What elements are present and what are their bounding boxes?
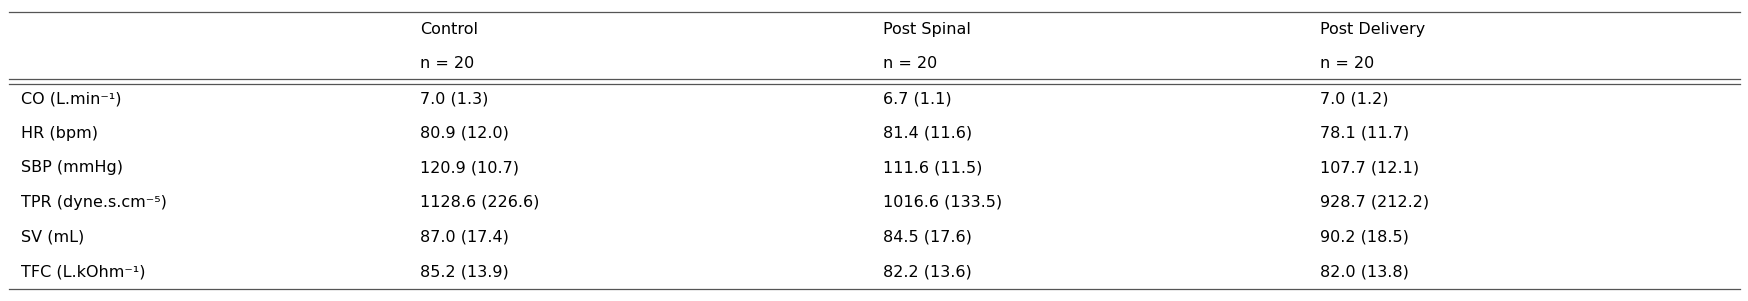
Text: TPR (dyne.s.cm⁻⁵): TPR (dyne.s.cm⁻⁵) bbox=[21, 195, 166, 210]
Text: CO (L.min⁻¹): CO (L.min⁻¹) bbox=[21, 91, 121, 106]
Text: 80.9 (12.0): 80.9 (12.0) bbox=[420, 126, 509, 141]
Text: SBP (mmHg): SBP (mmHg) bbox=[21, 160, 122, 175]
Text: 111.6 (11.5): 111.6 (11.5) bbox=[883, 160, 982, 175]
Text: SV (mL): SV (mL) bbox=[21, 230, 84, 244]
Text: 7.0 (1.3): 7.0 (1.3) bbox=[420, 91, 488, 106]
Text: 82.2 (13.6): 82.2 (13.6) bbox=[883, 264, 972, 279]
Text: 84.5 (17.6): 84.5 (17.6) bbox=[883, 230, 972, 244]
Text: 6.7 (1.1): 6.7 (1.1) bbox=[883, 91, 951, 106]
Text: Post Delivery: Post Delivery bbox=[1320, 22, 1425, 37]
Text: Post Spinal: Post Spinal bbox=[883, 22, 970, 37]
Text: Control: Control bbox=[420, 22, 477, 37]
Text: 928.7 (212.2): 928.7 (212.2) bbox=[1320, 195, 1428, 210]
Text: 81.4 (11.6): 81.4 (11.6) bbox=[883, 126, 972, 141]
Text: 90.2 (18.5): 90.2 (18.5) bbox=[1320, 230, 1409, 244]
Text: 1016.6 (133.5): 1016.6 (133.5) bbox=[883, 195, 1002, 210]
Text: 85.2 (13.9): 85.2 (13.9) bbox=[420, 264, 509, 279]
Text: 78.1 (11.7): 78.1 (11.7) bbox=[1320, 126, 1409, 141]
Text: 107.7 (12.1): 107.7 (12.1) bbox=[1320, 160, 1419, 175]
Text: TFC (L.kOhm⁻¹): TFC (L.kOhm⁻¹) bbox=[21, 264, 145, 279]
Text: 82.0 (13.8): 82.0 (13.8) bbox=[1320, 264, 1409, 279]
Text: 87.0 (17.4): 87.0 (17.4) bbox=[420, 230, 509, 244]
Text: n = 20: n = 20 bbox=[1320, 57, 1374, 71]
Text: 1128.6 (226.6): 1128.6 (226.6) bbox=[420, 195, 538, 210]
Text: HR (bpm): HR (bpm) bbox=[21, 126, 98, 141]
Text: 120.9 (10.7): 120.9 (10.7) bbox=[420, 160, 519, 175]
Text: n = 20: n = 20 bbox=[420, 57, 474, 71]
Text: 7.0 (1.2): 7.0 (1.2) bbox=[1320, 91, 1388, 106]
Text: n = 20: n = 20 bbox=[883, 57, 937, 71]
